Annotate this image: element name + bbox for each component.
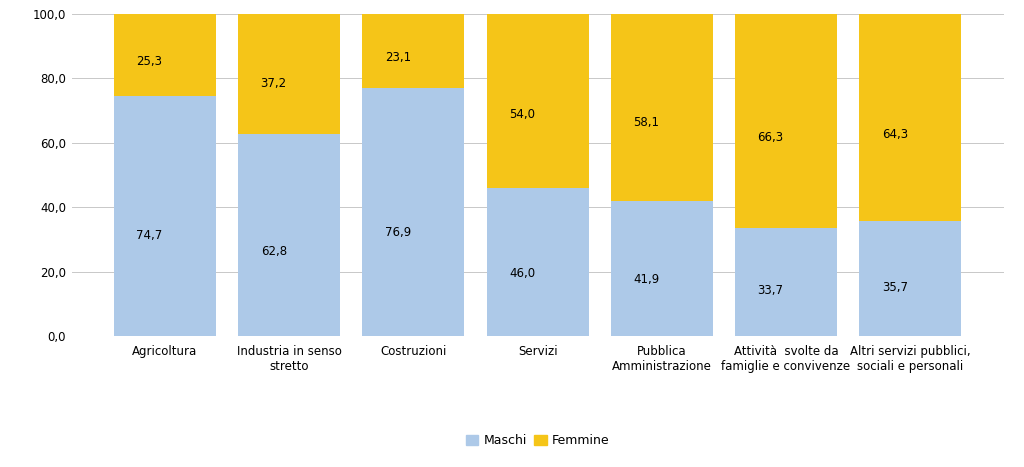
Text: 62,8: 62,8 [261,245,287,258]
Text: 74,7: 74,7 [136,229,163,241]
Bar [611,14,713,201]
Bar [486,188,589,336]
Legend: Maschi, Femmine: Maschi, Femmine [461,430,614,453]
Text: 58,1: 58,1 [633,116,659,129]
Text: 41,9: 41,9 [633,273,659,286]
Text: 66,3: 66,3 [758,131,783,144]
Text: 46,0: 46,0 [509,268,536,281]
Bar [239,134,340,336]
Bar [735,14,837,227]
Text: 35,7: 35,7 [882,282,907,294]
Text: 64,3: 64,3 [882,127,908,141]
Bar [486,14,589,188]
Bar [239,14,340,134]
Text: 76,9: 76,9 [385,226,411,239]
Bar [859,14,962,221]
Text: 37,2: 37,2 [261,77,287,90]
Text: 25,3: 25,3 [136,55,163,68]
Bar [859,221,962,336]
Bar [735,227,837,336]
Text: 33,7: 33,7 [758,284,783,297]
Text: 54,0: 54,0 [509,108,536,121]
Text: 23,1: 23,1 [385,51,411,64]
Bar [362,14,464,88]
Bar [611,201,713,336]
Bar [114,14,216,96]
Bar [362,88,464,336]
Bar [114,96,216,336]
